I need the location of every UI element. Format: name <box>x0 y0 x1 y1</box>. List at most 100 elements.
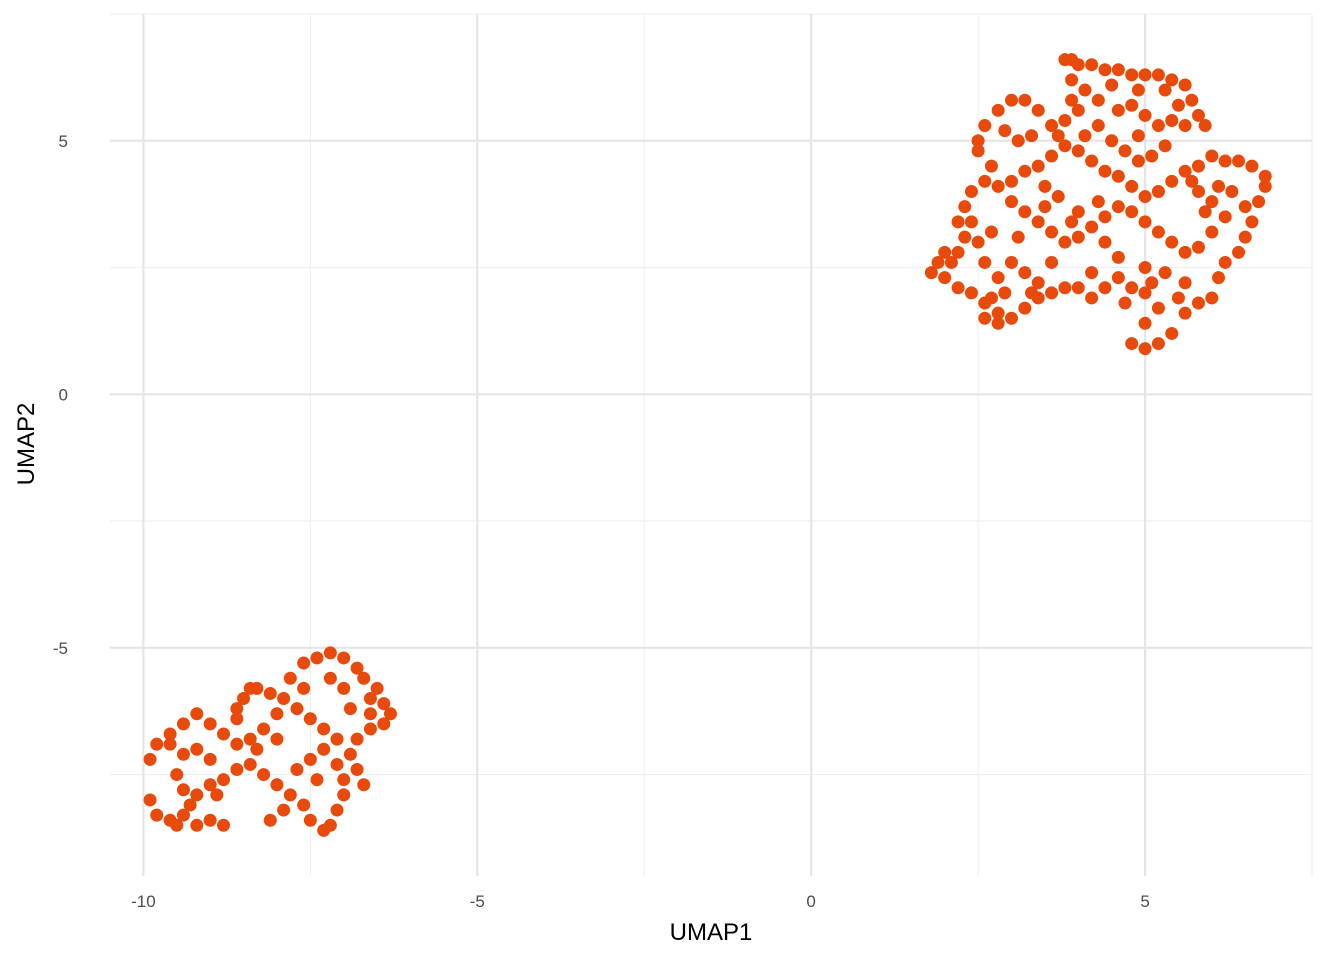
scatter-point <box>964 286 978 300</box>
scatter-point <box>1138 108 1152 122</box>
scatter-point <box>1165 73 1179 87</box>
scatter-point <box>290 702 304 716</box>
scatter-point <box>1165 113 1179 127</box>
scatter-point <box>1151 184 1165 198</box>
scatter-point <box>1191 296 1205 310</box>
scatter-point <box>964 215 978 229</box>
y-axis-tick-labels: -5 0 5 <box>53 132 68 658</box>
scatter-point <box>938 245 952 259</box>
scatter-point <box>1185 174 1199 188</box>
scatter-point <box>297 798 311 812</box>
scatter-point <box>230 712 244 726</box>
scatter-point <box>1232 154 1246 168</box>
scatter-point <box>1151 301 1165 315</box>
scatter-point <box>237 692 251 706</box>
scatter-point <box>350 661 364 675</box>
scatter-point <box>1151 225 1165 239</box>
scatter-point <box>1238 200 1252 214</box>
scatter-point <box>1178 164 1192 178</box>
scatter-point <box>1045 119 1059 133</box>
y-tick-label: 0 <box>59 385 68 404</box>
scatter-point <box>1165 235 1179 249</box>
scatter-point <box>1011 230 1025 244</box>
scatter-point <box>938 271 952 285</box>
scatter-point <box>1145 276 1159 290</box>
scatter-point <box>1145 149 1159 163</box>
scatter-point <box>323 671 337 685</box>
scatter-point <box>310 773 324 787</box>
scatter-point <box>270 732 284 746</box>
scatter-point <box>964 184 978 198</box>
scatter-point <box>1138 316 1152 330</box>
scatter-point <box>263 686 277 700</box>
scatter-point <box>1091 93 1105 107</box>
scatter-point <box>951 281 965 295</box>
scatter-point <box>924 266 938 280</box>
scatter-point <box>1065 73 1079 87</box>
y-tick-label: -5 <box>53 639 68 658</box>
scatter-point <box>203 778 217 792</box>
scatter-point <box>1071 205 1085 219</box>
scatter-point <box>1105 134 1119 148</box>
scatter-point <box>176 808 190 822</box>
scatter-point <box>343 702 357 716</box>
scatter-point <box>1025 286 1039 300</box>
scatter-point <box>330 803 344 817</box>
scatter-point <box>1085 291 1099 305</box>
scatter-point <box>1045 255 1059 269</box>
scatter-point <box>1125 179 1139 193</box>
scatter-point <box>303 712 317 726</box>
scatter-point <box>1018 205 1032 219</box>
scatter-point <box>190 788 204 802</box>
scatter-point <box>1191 159 1205 173</box>
scatter-point <box>250 742 264 756</box>
scatter-point <box>1098 281 1112 295</box>
scatter-point <box>190 707 204 721</box>
scatter-point <box>1045 286 1059 300</box>
scatter-point <box>1125 98 1139 112</box>
scatter-point <box>337 788 351 802</box>
scatter-point <box>337 681 351 695</box>
scatter-point <box>176 747 190 761</box>
scatter-point <box>1098 210 1112 224</box>
scatter-point <box>971 134 985 148</box>
scatter-point <box>984 291 998 305</box>
scatter-point <box>1031 215 1045 229</box>
scatter-point <box>1118 144 1132 158</box>
scatter-point <box>357 778 371 792</box>
scatter-point <box>971 144 985 158</box>
scatter-point <box>1138 261 1152 275</box>
scatter-point <box>143 752 157 766</box>
scatter-point <box>1125 281 1139 295</box>
scatter-point <box>1058 235 1072 249</box>
scatter-point <box>1131 154 1145 168</box>
scatter-point <box>991 306 1005 320</box>
scatter-point <box>1158 139 1172 153</box>
scatter-point <box>1138 215 1152 229</box>
scatter-point <box>1038 179 1052 193</box>
scatter-point <box>1098 235 1112 249</box>
scatter-point <box>1078 83 1092 97</box>
scatter-point <box>190 742 204 756</box>
scatter-point <box>350 763 364 777</box>
scatter-point <box>1091 195 1105 209</box>
scatter-point <box>958 230 972 244</box>
scatter-point <box>277 692 291 706</box>
scatter-point <box>1085 154 1099 168</box>
scatter-point <box>1005 195 1018 209</box>
scatter-point <box>991 103 1005 117</box>
scatter-point <box>1218 255 1232 269</box>
scatter-point <box>1258 169 1272 183</box>
scatter-point <box>217 818 231 832</box>
scatter-point <box>1005 311 1018 325</box>
scatter-point <box>143 793 157 807</box>
scatter-point <box>257 768 271 782</box>
scatter-point <box>290 763 304 777</box>
scatter-point <box>1098 63 1112 77</box>
scatter-point <box>1071 144 1085 158</box>
scatter-point <box>1138 190 1152 204</box>
scatter-point <box>1045 149 1059 163</box>
scatter-point <box>1212 179 1226 193</box>
scatter-point <box>1051 129 1065 143</box>
scatter-points <box>143 53 1272 837</box>
